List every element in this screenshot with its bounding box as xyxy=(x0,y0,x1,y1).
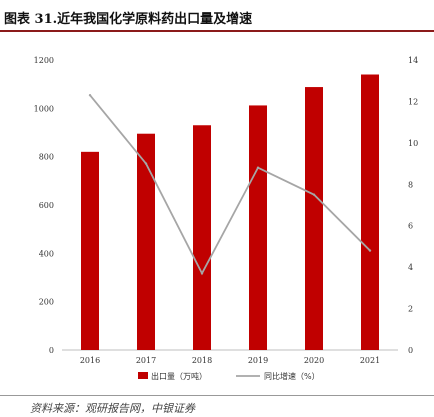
bar xyxy=(81,151,99,350)
y-right-tick-label: 2 xyxy=(408,305,413,314)
chart: 0 200 400 600 800 1000 1200 0 2 4 6 8 10 12 14 2016 2017… xyxy=(34,56,419,381)
chart-title: 图表 31.近年我国化学原料药出口量及增速 xyxy=(4,12,253,27)
growth-line xyxy=(89,94,371,276)
y-left-tick-label: 1000 xyxy=(34,104,54,113)
growth-point xyxy=(88,94,92,97)
y-left-tick-label: 800 xyxy=(39,153,54,162)
bar xyxy=(193,125,211,350)
y-right-tick-label: 0 xyxy=(408,346,413,355)
y-left-tick-label: 600 xyxy=(39,201,54,210)
x-tick-label: 2021 xyxy=(360,356,380,365)
y-right-tick-label: 8 xyxy=(408,180,413,189)
footer-divider xyxy=(0,395,434,396)
x-tick-label: 2019 xyxy=(248,356,268,365)
bar xyxy=(137,133,155,350)
legend-bar-swatch xyxy=(138,372,148,379)
y-left-tick-label: 1200 xyxy=(34,56,54,65)
x-tick-label: 2016 xyxy=(80,356,100,365)
source-note: 资料来源：观研报告网，中银证券 xyxy=(30,402,195,415)
y-left-tick-label: 200 xyxy=(39,298,54,307)
growth-point xyxy=(368,249,372,252)
y-left-tick-label: 0 xyxy=(49,346,54,355)
growth-point xyxy=(312,193,316,196)
growth-point xyxy=(256,166,260,169)
x-tick-label: 2017 xyxy=(136,356,156,365)
x-tick-label: 2018 xyxy=(192,356,212,365)
x-tick-label: 2020 xyxy=(304,356,324,365)
growth-point xyxy=(200,272,204,275)
y-right-tick-label: 4 xyxy=(408,263,413,272)
legend-bar-label: 出口量（万吨） xyxy=(151,371,207,381)
bar xyxy=(249,105,267,350)
legend-line-label: 同比增速（%） xyxy=(264,371,320,381)
bar xyxy=(305,87,323,351)
title-divider xyxy=(0,30,434,32)
y-left-tick-label: 400 xyxy=(39,249,54,258)
growth-point xyxy=(144,162,148,165)
y-right-tick-label: 14 xyxy=(408,56,418,65)
y-right-tick-label: 10 xyxy=(408,139,418,148)
bar xyxy=(361,74,379,350)
y-right-tick-label: 12 xyxy=(408,97,418,106)
y-right-tick-label: 6 xyxy=(408,222,413,231)
